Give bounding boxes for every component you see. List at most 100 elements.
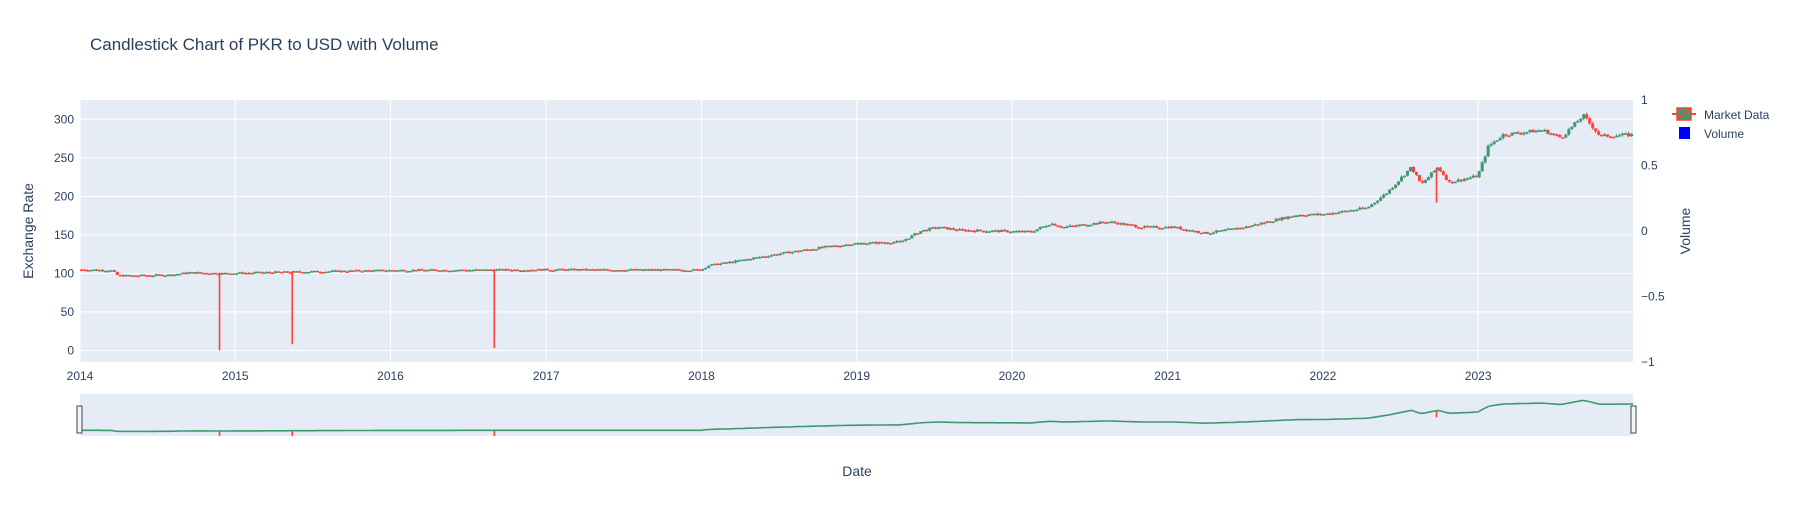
- candle-body: [256, 271, 260, 274]
- candle-body: [1486, 145, 1490, 157]
- candle-body: [166, 274, 170, 277]
- candle-body: [674, 269, 678, 271]
- candle-body: [823, 245, 827, 248]
- candle-body: [1146, 225, 1150, 228]
- candle-body: [695, 269, 699, 271]
- candle-body: [632, 269, 636, 271]
- candle-body: [787, 251, 791, 254]
- candle-body: [662, 268, 666, 271]
- candle-body: [1173, 226, 1177, 229]
- candle-body: [1253, 224, 1257, 226]
- candle-body: [1507, 135, 1511, 138]
- candle-body: [151, 275, 155, 278]
- candle-body: [1426, 177, 1430, 181]
- candle-body: [1089, 224, 1093, 227]
- candle-body: [1316, 213, 1320, 216]
- candle-body: [1355, 209, 1359, 212]
- candle-body: [844, 244, 848, 247]
- candle-body: [429, 269, 433, 271]
- candle-body: [886, 242, 890, 245]
- candle-body: [668, 269, 672, 271]
- candle-body: [295, 271, 299, 273]
- candle-body: [1567, 129, 1571, 135]
- candle-body: [1370, 204, 1374, 207]
- legend-item-market-data[interactable]: Market Data: [1672, 107, 1770, 122]
- candle-body: [1600, 134, 1604, 137]
- candle-body: [498, 268, 502, 271]
- candle-body: [1226, 228, 1230, 231]
- y2-tick-label: −0.5: [1641, 290, 1665, 304]
- rangeslider-right-handle[interactable]: [1630, 405, 1637, 434]
- candle-body: [1498, 138, 1502, 141]
- candle-body: [268, 272, 272, 274]
- candle-body: [253, 272, 257, 274]
- candle-body: [265, 272, 269, 274]
- candle-body: [692, 269, 696, 271]
- candle-body: [554, 269, 558, 272]
- candle-body: [447, 270, 451, 273]
- candle-body: [1555, 134, 1559, 136]
- candle-body: [510, 269, 514, 272]
- candle-body: [1134, 225, 1138, 228]
- candle-body: [318, 272, 322, 274]
- candle-body: [620, 270, 624, 272]
- candle-body: [1080, 224, 1084, 226]
- candle-body: [707, 265, 711, 268]
- candle-body: [683, 270, 687, 273]
- candle-body: [542, 268, 546, 271]
- candle-body: [193, 272, 197, 274]
- candle-body: [1561, 137, 1565, 139]
- candle-body: [560, 268, 564, 271]
- rangeslider-left-handle[interactable]: [76, 405, 83, 434]
- candle-body: [333, 270, 337, 272]
- candle-body: [725, 262, 729, 264]
- candle-body: [178, 273, 182, 276]
- candle-body: [1483, 156, 1487, 163]
- candle-body: [1074, 225, 1078, 228]
- candle-body: [1083, 224, 1087, 226]
- candle-body: [1549, 133, 1553, 136]
- candle-body: [387, 270, 391, 272]
- rangeslider-background[interactable]: [80, 394, 1633, 436]
- legend-item-volume[interactable]: Volume: [1679, 127, 1744, 141]
- candle-body: [241, 272, 245, 274]
- candle-body: [1220, 229, 1224, 232]
- candle-body: [85, 270, 89, 272]
- candle-body: [961, 229, 965, 231]
- candle-body: [271, 272, 275, 275]
- candle-body: [513, 269, 517, 272]
- candle-body: [277, 271, 281, 273]
- candle-body: [686, 270, 690, 273]
- candle-body: [796, 250, 800, 253]
- candle-body: [1456, 179, 1460, 182]
- candle-body: [1591, 123, 1595, 129]
- candle-body: [175, 274, 179, 276]
- candle-body: [1271, 221, 1275, 224]
- candle-body: [244, 272, 248, 275]
- candle-body: [226, 272, 230, 275]
- candle-body: [483, 269, 487, 271]
- candle-body: [892, 242, 896, 244]
- candle-body: [384, 270, 388, 273]
- candle-body: [1023, 230, 1027, 233]
- candle-body: [1020, 230, 1024, 233]
- candle-body: [811, 249, 815, 251]
- x-tick-label: 2021: [1154, 369, 1181, 383]
- candle-body: [1417, 174, 1421, 182]
- candle-body: [593, 269, 597, 271]
- candle-body: [551, 270, 555, 272]
- candle-body: [366, 270, 370, 272]
- legend: Market Data Volume: [1672, 107, 1770, 141]
- candle-body: [381, 269, 385, 272]
- candle-body: [1325, 213, 1329, 215]
- candle-body: [853, 243, 857, 245]
- candle-body: [1474, 175, 1478, 178]
- candle-body: [737, 260, 741, 262]
- candle-body: [438, 270, 442, 273]
- candle-body: [1504, 134, 1508, 136]
- candle-body: [999, 229, 1003, 232]
- y-axis-label: Exchange Rate: [20, 183, 36, 279]
- candle-body: [1298, 214, 1302, 217]
- candle-body: [599, 269, 603, 271]
- candle-body: [378, 269, 382, 272]
